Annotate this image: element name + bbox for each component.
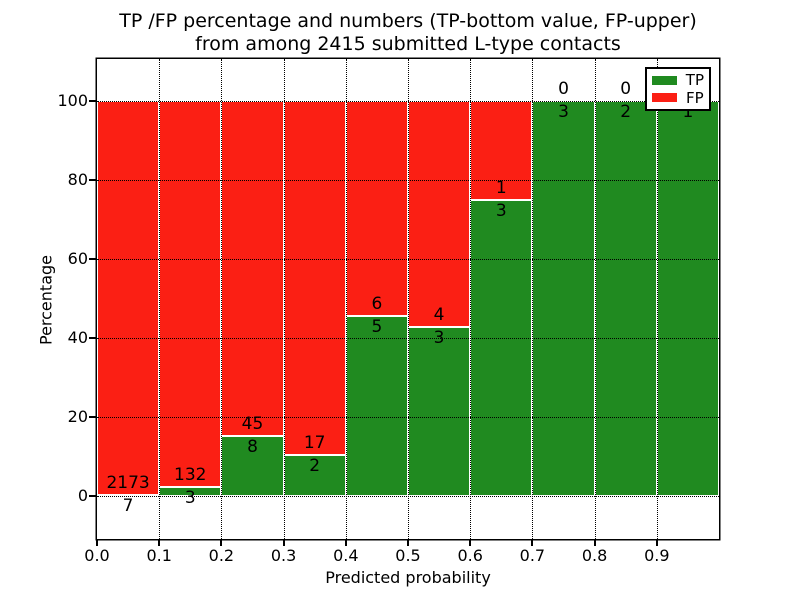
y-tick-label: 60	[67, 249, 88, 268]
tp-count-label: 3	[184, 488, 196, 509]
x-tick-label: 0.8	[581, 546, 608, 565]
y-tick-label: 80	[67, 170, 88, 189]
fp-legend-swatch	[652, 93, 677, 103]
x-tick-label: 0.7	[519, 546, 546, 565]
vertical-gridline	[470, 59, 472, 539]
tp-bar-segment	[594, 101, 657, 496]
horizontal-gridline	[97, 180, 719, 181]
x-tick-mark	[344, 540, 347, 546]
vertical-gridline	[594, 59, 596, 539]
legend: TP FP	[645, 67, 711, 111]
tp-count-label: 2	[620, 102, 632, 122]
chart-title: TP /FP percentage and numbers (TP-bottom…	[97, 10, 719, 56]
y-tick-mark	[89, 179, 96, 181]
y-tick-label: 100	[57, 91, 88, 110]
tp-bar-segment	[221, 436, 284, 496]
x-tick-mark	[469, 540, 472, 546]
x-tick-mark	[220, 540, 223, 546]
horizontal-gridline	[97, 496, 719, 497]
tp-count-label: 3	[495, 200, 507, 221]
tp-bar-segment	[283, 454, 346, 496]
tp-bar-segment	[532, 101, 595, 496]
vertical-gridline	[221, 59, 223, 539]
tp-bar-segment	[408, 326, 471, 496]
x-tick-label: 0.5	[395, 546, 421, 565]
fp-bar-segment	[221, 101, 284, 437]
x-tick-mark	[531, 540, 534, 546]
fp-bar-segment	[408, 101, 471, 327]
fp-bar-segment	[97, 101, 160, 495]
fp-count-label: 45	[241, 414, 264, 435]
tp-legend-label: TP	[685, 71, 704, 90]
tp-count-label: 3	[558, 102, 569, 122]
y-tick-mark	[89, 258, 96, 260]
fp-count-label: 1	[495, 177, 507, 198]
x-tick-label: 0.2	[208, 546, 235, 565]
chart-title-line2: from among 2415 submitted L-type contact…	[195, 33, 621, 55]
x-tick-label: 0.6	[457, 546, 483, 565]
horizontal-gridline	[97, 259, 719, 260]
x-tick-mark	[593, 540, 596, 546]
x-tick-mark	[407, 540, 409, 546]
tp-count-label: 7	[122, 495, 134, 516]
vertical-gridline	[656, 59, 658, 539]
y-tick-mark	[89, 416, 96, 418]
x-axis-label: Predicted probability	[325, 568, 491, 587]
tp-count-label: 8	[247, 437, 258, 458]
x-tick-mark	[96, 540, 98, 546]
fp-count-label: 2173	[106, 472, 150, 493]
tp-bar-segment	[470, 199, 533, 496]
tp-legend-swatch	[652, 75, 677, 85]
tp-bar-segment	[159, 487, 222, 496]
vertical-gridline	[283, 59, 285, 539]
fp-count-label: 132	[174, 465, 207, 486]
chart-title-line1: TP /FP percentage and numbers (TP-bottom…	[119, 10, 697, 32]
legend-item-fp: FP	[652, 90, 704, 106]
horizontal-gridline	[97, 101, 719, 102]
tp-count-label: 2	[309, 455, 321, 476]
y-tick-label: 20	[67, 407, 88, 426]
fp-count-label: 0	[620, 79, 632, 99]
tp-bar-segment	[97, 494, 160, 496]
fp-count-label: 17	[303, 432, 326, 453]
vertical-gridline	[345, 59, 347, 539]
fp-bar-segment	[283, 101, 346, 455]
vertical-gridline	[408, 59, 409, 539]
y-tick-mark	[89, 100, 96, 102]
x-tick-label: 0.1	[146, 546, 172, 565]
x-tick-label: 0.4	[333, 546, 359, 565]
tp-bar-segment	[345, 316, 408, 496]
y-tick-mark	[89, 495, 96, 497]
fp-count-label: 4	[433, 304, 445, 325]
fp-count-label: 0	[558, 79, 569, 99]
tp-count-label: 3	[433, 327, 445, 348]
y-tick-mark	[89, 337, 96, 339]
vertical-gridline	[532, 59, 534, 539]
x-tick-mark	[282, 540, 285, 546]
x-tick-mark	[158, 540, 161, 546]
legend-item-tp: TP	[652, 72, 704, 88]
horizontal-gridline	[97, 417, 719, 418]
x-tick-label: 0.3	[270, 546, 297, 565]
y-tick-label: 0	[77, 486, 88, 505]
tp-count-label: 5	[371, 317, 383, 338]
fp-bar-segment	[470, 101, 533, 200]
x-tick-label: 0.9	[644, 546, 670, 565]
fp-bar-segment	[345, 101, 408, 317]
tp-bar-segment	[656, 101, 719, 496]
x-tick-label: 0.0	[84, 546, 110, 565]
vertical-gridline	[159, 59, 161, 539]
fp-bar-segment	[159, 101, 222, 488]
plot-area: 217371323458172654313030201	[97, 59, 719, 539]
y-tick-label: 40	[67, 328, 88, 347]
fp-legend-label: FP	[686, 88, 704, 107]
x-tick-mark	[655, 540, 658, 546]
fp-count-label: 6	[371, 294, 383, 315]
horizontal-gridline	[97, 338, 719, 339]
tp-count-label: 1	[682, 102, 694, 122]
